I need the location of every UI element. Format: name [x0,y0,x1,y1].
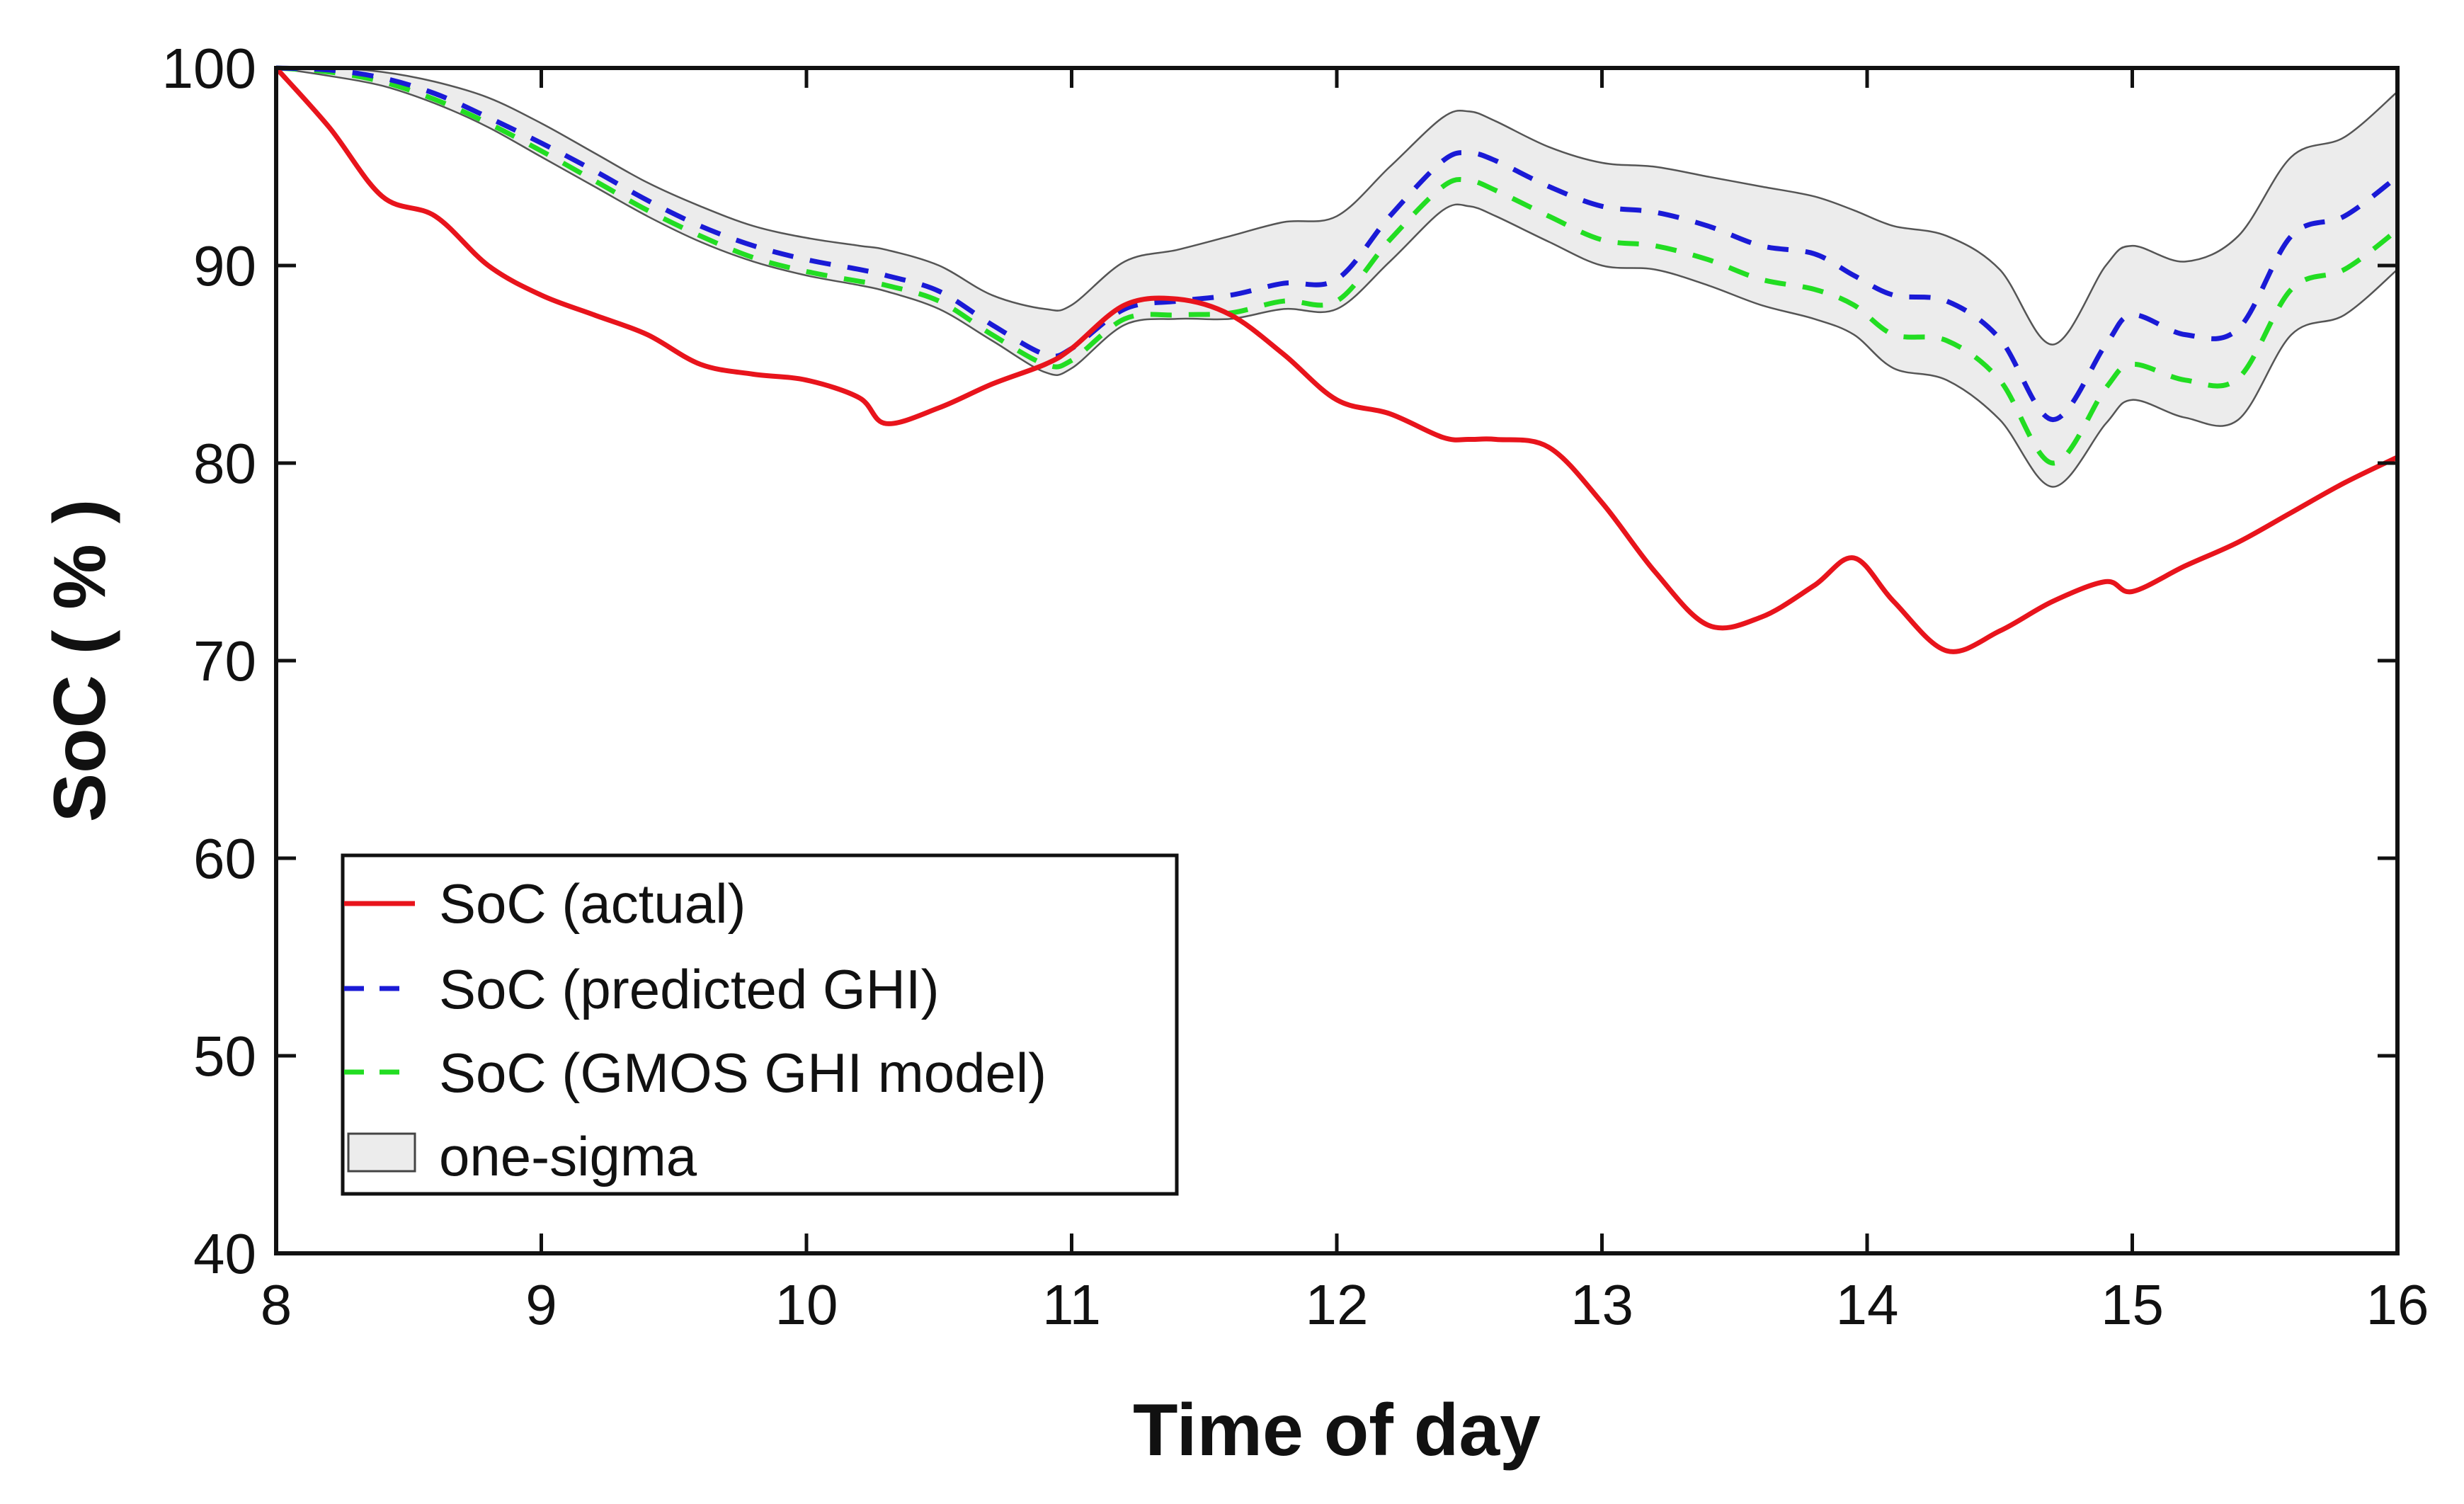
x-tick-label: 15 [2101,1273,2164,1336]
legend-label-predicted: SoC (predicted GHI) [439,958,940,1020]
y-tick-label: 80 [193,432,256,495]
x-axis-title: Time of day [1133,1389,1541,1471]
y-tick-label: 50 [193,1025,256,1088]
one-sigma-upper-edge [275,67,2398,346]
x-tick-label: 14 [1836,1273,1899,1336]
one-sigma-band [276,67,2397,487]
legend-label-one-sigma: one-sigma [439,1125,697,1187]
one-sigma-lower-edge [275,67,2398,488]
legend-label-actual: SoC (actual) [439,872,746,935]
x-tick-label: 16 [2366,1273,2429,1336]
one-sigma-band-layer [275,67,2398,488]
series-line-actual [274,66,2399,654]
series-line-gmos-ghi [275,65,2400,466]
y-tick-label: 100 [162,37,256,100]
y-tick-label: 60 [193,827,256,890]
series-line-predicted-ghi [275,65,2400,423]
x-tick-label: 13 [1570,1273,1633,1336]
y-axis-title: SoC ( % ) [39,499,121,822]
legend: SoC (actual) SoC (predicted GHI) SoC (GM… [341,853,1179,1196]
y-tick-label: 40 [193,1222,256,1285]
legend-swatch-one-sigma [347,1132,416,1173]
x-tick-label: 12 [1306,1273,1369,1336]
y-tick-label: 90 [193,234,256,297]
x-tick-label: 10 [775,1273,838,1336]
ticks-layer: 8 9 10 11 12 13 14 15 16 40 50 60 70 80 90 100 [162,37,2429,1336]
legend-box [341,853,1179,1196]
y-tick-label: 70 [193,629,256,693]
legend-label-gmos: SoC (GMOS GHI model) [439,1042,1046,1104]
series-layer [274,65,2400,654]
x-tick-label: 11 [1042,1273,1101,1336]
x-tick-label: 9 [525,1273,557,1336]
x-tick-label: 8 [261,1273,292,1336]
